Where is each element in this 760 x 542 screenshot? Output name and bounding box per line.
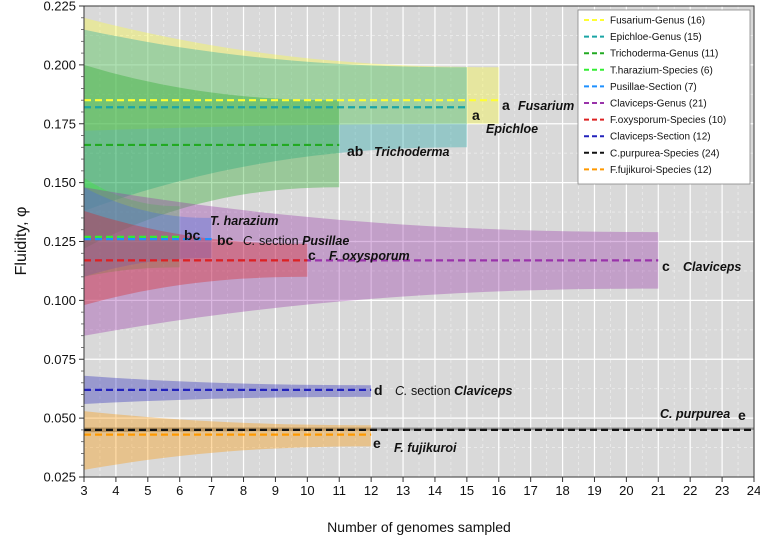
legend-label: Trichoderma-Genus (11) xyxy=(610,49,718,60)
legend-label: T.harazium-Species (6) xyxy=(610,65,713,76)
series-annotation: Fusarium xyxy=(518,99,574,113)
x-tick-label: 15 xyxy=(460,483,474,498)
series-annotation: T. harazium xyxy=(210,214,279,228)
legend-label: Pusillae-Section (7) xyxy=(610,82,697,93)
x-tick-label: 17 xyxy=(523,483,537,498)
x-tick-label: 16 xyxy=(492,483,506,498)
x-tick-label: 13 xyxy=(396,483,410,498)
annotation-italic: Epichloe xyxy=(486,122,538,136)
confidence-band xyxy=(84,210,308,306)
y-tick-label: 0.150 xyxy=(43,175,76,190)
x-tick-label: 3 xyxy=(80,483,87,498)
y-tick-label: 0.225 xyxy=(43,0,76,14)
y-tick-label: 0.200 xyxy=(43,57,76,72)
annotation-italic: Fusarium xyxy=(518,99,574,113)
significance-letter: e xyxy=(738,407,746,423)
x-tick-label: 5 xyxy=(144,483,151,498)
y-tick-label: 0.050 xyxy=(43,411,76,426)
x-tick-label: 24 xyxy=(747,483,760,498)
annotation-italic: T. harazium xyxy=(210,214,279,228)
legend-label: Epichloe-Genus (15) xyxy=(610,32,702,43)
annotation-suffix: section xyxy=(408,384,455,398)
significance-letter: c xyxy=(308,247,316,263)
annotation-suffix-italic: Pusillae xyxy=(302,234,349,248)
x-tick-label: 4 xyxy=(112,483,119,498)
series-annotation: F. fujikuroi xyxy=(394,441,457,455)
x-tick-label: 18 xyxy=(555,483,569,498)
confidence-band xyxy=(84,187,212,277)
annotation-italic: C. purpurea xyxy=(660,407,730,421)
confidence-band xyxy=(84,177,180,277)
series-annotation: C. purpurea xyxy=(660,407,730,421)
x-tick-label: 19 xyxy=(587,483,601,498)
annotation-suffix: section xyxy=(256,234,303,248)
confidence-band xyxy=(84,64,340,249)
x-tick-label: 6 xyxy=(176,483,183,498)
y-tick-label: 0.175 xyxy=(43,116,76,131)
significance-letter: ab xyxy=(347,143,363,159)
series-annotation: Trichoderma xyxy=(374,145,450,159)
y-tick-label: 0.125 xyxy=(43,234,76,249)
series-annotation: F. oxysporum xyxy=(329,249,410,263)
legend-label: Fusarium-Genus (16) xyxy=(610,16,705,27)
x-tick-label: 10 xyxy=(300,483,314,498)
significance-letter: a xyxy=(472,107,480,123)
significance-letter: c xyxy=(662,258,670,274)
x-tick-label: 21 xyxy=(651,483,665,498)
axes: 3 4 5 6 7 8 9 10 11 12 13 14 15 16 17 18 19 20 21 22 23 24 0.0… xyxy=(43,0,760,498)
series-annotation: C. section Claviceps xyxy=(395,384,512,398)
x-tick-label: 14 xyxy=(428,483,442,498)
legend-label: C.purpurea-Species (24) xyxy=(610,148,720,159)
legend-box xyxy=(577,9,751,185)
annotation-prefix: C. xyxy=(243,234,256,248)
annotation-italic: F. fujikuroi xyxy=(394,441,457,455)
legend-label: Claviceps-Genus (21) xyxy=(610,99,707,110)
significance-letter: bc xyxy=(217,232,234,248)
legend-label: F.fujikuroi-Species (12) xyxy=(610,165,712,176)
confidence-band xyxy=(84,17,499,131)
significance-letter: bc xyxy=(184,227,201,243)
confidence-band xyxy=(84,187,659,336)
confidence-band xyxy=(84,29,467,211)
confidence-bands xyxy=(84,17,754,470)
annotation-prefix: C. xyxy=(395,384,408,398)
series-annotation: Epichloe xyxy=(486,122,538,136)
confidence-band xyxy=(84,411,372,470)
x-tick-label: 11 xyxy=(332,483,346,498)
y-axis-label: Fluidity, φ xyxy=(13,207,30,276)
x-tick-label: 23 xyxy=(715,483,729,498)
significance-letter: d xyxy=(374,382,383,398)
legend-label: F.oxysporum-Species (10) xyxy=(610,115,726,126)
y-tick-label: 0.100 xyxy=(43,293,76,308)
x-tick-label: 9 xyxy=(272,483,279,498)
significance-letter: a xyxy=(502,97,510,113)
x-tick-label: 20 xyxy=(619,483,633,498)
series-annotation: Claviceps xyxy=(683,260,741,274)
x-tick-label: 7 xyxy=(208,483,215,498)
annotations: a Fusarium a Epichloe ab Trichoderma bc T. hara… xyxy=(184,97,746,455)
x-tick-label: 8 xyxy=(240,483,247,498)
series-lines xyxy=(84,99,754,436)
legend: Fusarium-Genus (16) Epichloe-Genus (15) Tr… xyxy=(577,9,751,185)
legend-label: Claviceps-Section (12) xyxy=(610,132,711,143)
y-tick-label: 0.075 xyxy=(43,352,76,367)
x-axis-label: Number of genomes sampled xyxy=(327,519,511,535)
x-tick-label: 22 xyxy=(683,483,697,498)
annotation-italic: Trichoderma xyxy=(374,145,450,159)
x-tick-label: 12 xyxy=(364,483,378,498)
series-annotation: C. section Pusillae xyxy=(243,234,349,248)
y-tick-label: 0.025 xyxy=(43,470,76,485)
annotation-italic: Claviceps xyxy=(683,260,741,274)
annotation-suffix-italic: Claviceps xyxy=(454,384,512,398)
significance-letter: e xyxy=(373,435,381,451)
annotation-italic: F. oxysporum xyxy=(329,249,410,263)
